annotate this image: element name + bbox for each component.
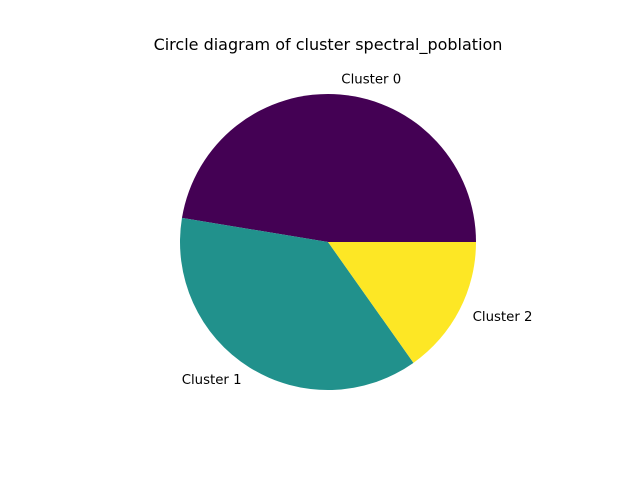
pie-label-cluster-0: Cluster 0 — [341, 73, 401, 88]
pie-slice-cluster-2 — [328, 242, 476, 363]
pie-labels: Cluster 0 Cluster 1 Cluster 2 — [182, 73, 533, 388]
pie-slice-cluster-1 — [179, 217, 414, 391]
pie-label-cluster-1: Cluster 1 — [182, 373, 242, 388]
pie-slice-cluster-0 — [181, 93, 477, 242]
pie-slices — [179, 93, 477, 391]
chart-title: Circle diagram of cluster spectral_pobla… — [154, 35, 503, 55]
pie-label-cluster-2: Cluster 2 — [473, 310, 533, 325]
